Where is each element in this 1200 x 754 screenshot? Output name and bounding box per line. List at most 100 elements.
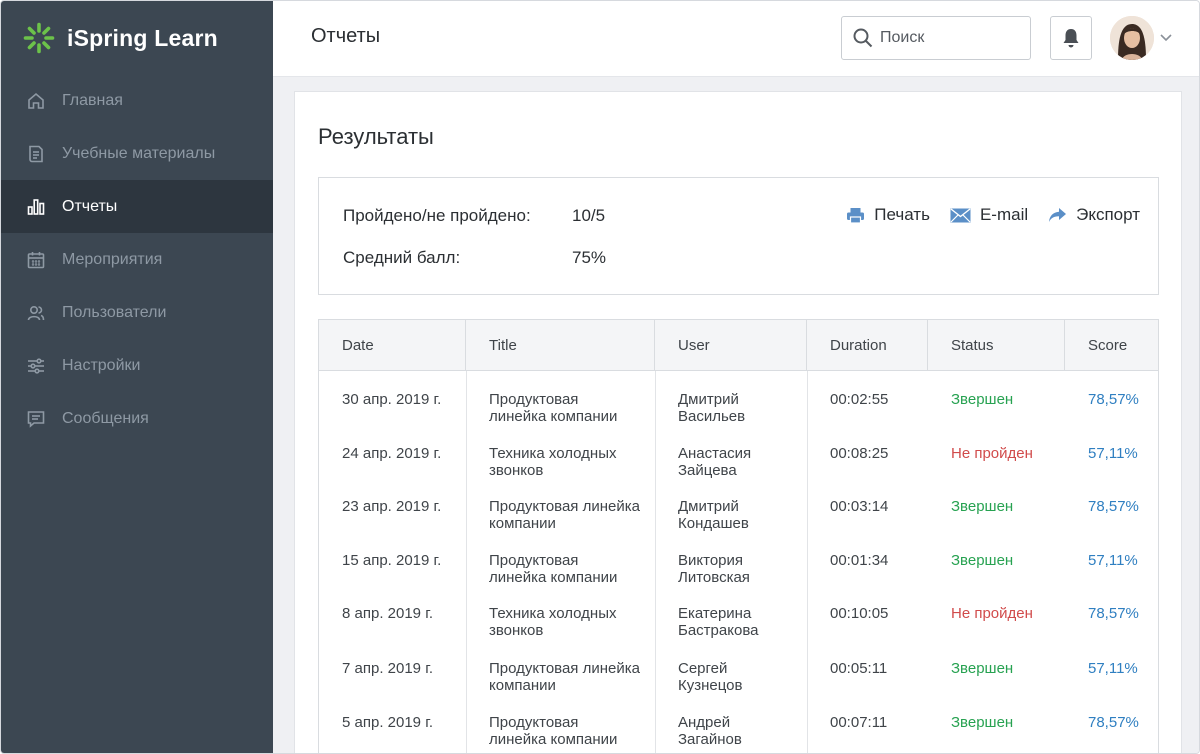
cell-user: Андрей Загайнов xyxy=(655,714,742,748)
column-header-date[interactable]: Date xyxy=(319,320,466,371)
cell-user: Дмитрий Васильев xyxy=(655,391,745,425)
cell-date: 15 апр. 2019 г. xyxy=(342,552,442,569)
sliders-icon xyxy=(25,355,47,377)
sidebar-item-messages[interactable]: Сообщения xyxy=(1,392,273,445)
cell-score: 78,57% xyxy=(1088,605,1139,622)
cell-title-line: компании xyxy=(489,677,556,694)
cell-user-line: Виктория xyxy=(678,552,744,569)
cell-title-line: звонков xyxy=(489,462,544,479)
sidebar-item-label: Главная xyxy=(62,91,123,109)
cell-duration: 00:02:55 xyxy=(830,391,889,408)
table-row[interactable]: 30 апр. 2019 г. Продуктовая линейка компа… xyxy=(319,371,1158,425)
cell-duration: 00:05:11 xyxy=(830,660,888,677)
cell-duration: 00:07:11 xyxy=(830,714,888,731)
print-button[interactable]: Печать xyxy=(846,205,930,225)
ispring-logo-icon xyxy=(23,22,55,54)
cell-status: Не пройден xyxy=(951,445,1033,462)
results-card: Результаты Пройдено/не пройдено: 10/5 Ср… xyxy=(294,91,1182,753)
cell-score: 78,57% xyxy=(1088,391,1139,408)
cell-title-line: Продуктовая xyxy=(489,714,579,731)
cell-status: Звершен xyxy=(951,391,1014,408)
bar-chart-icon xyxy=(25,196,47,218)
table-row[interactable]: 24 апр. 2019 г. Техника холодных звонков … xyxy=(319,425,1158,479)
printer-icon xyxy=(847,207,865,224)
share-arrow-icon xyxy=(1049,208,1067,222)
column-divider xyxy=(466,371,467,753)
cell-user-line: Екатерина xyxy=(678,605,752,622)
cell-user-line: Кузнецов xyxy=(678,677,743,694)
cell-score: 78,57% xyxy=(1088,498,1139,515)
notifications-button[interactable] xyxy=(1050,16,1092,60)
document-icon xyxy=(25,143,47,165)
table-row[interactable]: 23 апр. 2019 г. Продуктовая линейка компа… xyxy=(319,478,1158,532)
search-box[interactable] xyxy=(841,16,1031,60)
table-row[interactable]: 5 апр. 2019 г. Продуктовая линейка компан… xyxy=(319,694,1158,748)
table-row[interactable]: 7 апр. 2019 г. Продуктовая линейка компан… xyxy=(319,640,1158,694)
sidebar-item-events[interactable]: Мероприятия xyxy=(1,233,273,286)
sidebar-item-label: Учебные материалы xyxy=(62,144,216,162)
table-header: Date Title User Duration Status Score xyxy=(319,320,1158,371)
report-actions: Печать E-mail xyxy=(846,205,1140,225)
sidebar-item-materials[interactable]: Учебные материалы xyxy=(1,127,273,180)
cell-title: Техника холодных звонков xyxy=(466,605,617,639)
sidebar-nav: Главная Учебные материалы xyxy=(1,74,273,445)
top-header: Отчеты xyxy=(273,1,1199,77)
column-header-status[interactable]: Status xyxy=(928,320,1065,371)
table-row[interactable]: 15 апр. 2019 г. Продуктовая линейка компа… xyxy=(319,532,1158,586)
sidebar-item-home[interactable]: Главная xyxy=(1,74,273,127)
cell-user-line: Анастасия xyxy=(678,445,752,462)
column-header-user[interactable]: User xyxy=(655,320,807,371)
column-divider xyxy=(655,371,656,753)
sidebar-item-label: Сообщения xyxy=(62,409,149,427)
table-row[interactable]: 8 апр. 2019 г. Техника холодных звонков Е… xyxy=(319,585,1158,639)
sidebar-item-label: Мероприятия xyxy=(62,250,163,268)
avatar[interactable] xyxy=(1110,16,1154,60)
cell-title-line: Продуктовая xyxy=(489,391,579,408)
cell-user: Екатерина Бастракова xyxy=(655,605,758,639)
cell-date: 5 апр. 2019 г. xyxy=(342,714,433,731)
cell-score: 57,11% xyxy=(1088,660,1138,677)
cell-title: Продуктовая линейка компании xyxy=(466,498,640,532)
cell-user-line: Зайцева xyxy=(678,462,737,479)
passed-value: 10/5 xyxy=(572,206,606,225)
bell-icon xyxy=(1063,29,1079,48)
sidebar-item-settings[interactable]: Настройки xyxy=(1,339,273,392)
cell-title: Продуктовая линейка компании xyxy=(466,660,640,694)
column-header-title[interactable]: Title xyxy=(466,320,655,371)
cell-user-line: Загайнов xyxy=(678,731,742,748)
cell-status: Звершен xyxy=(951,660,1014,677)
sidebar: iSpring Learn Главная xyxy=(1,1,273,753)
cell-status: Звершен xyxy=(951,714,1014,731)
app-name: iSpring Learn xyxy=(67,24,218,51)
message-icon xyxy=(25,408,47,430)
results-table: Date Title User Duration Status Score 30… xyxy=(318,319,1159,753)
column-header-duration[interactable]: Duration xyxy=(807,320,928,371)
cell-user: Анастасия Зайцева xyxy=(655,445,751,479)
cell-title-line: Техника холодных xyxy=(489,445,617,462)
cell-user: Виктория Литовская xyxy=(655,552,750,586)
sidebar-item-label: Отчеты xyxy=(62,197,118,215)
sidebar-item-users[interactable]: Пользователи xyxy=(1,286,273,339)
column-divider xyxy=(807,371,808,753)
cell-title-line: линейка компании xyxy=(489,569,618,586)
email-button[interactable]: E-mail xyxy=(950,205,1028,225)
cell-status: Не пройден xyxy=(951,605,1033,622)
sidebar-item-reports[interactable]: Отчеты xyxy=(1,180,273,233)
cell-date: 23 апр. 2019 г. xyxy=(342,498,442,515)
export-button[interactable]: Экспорт xyxy=(1048,205,1140,225)
users-icon xyxy=(25,302,47,324)
user-photo-icon xyxy=(1110,16,1154,60)
column-header-score[interactable]: Score xyxy=(1088,337,1128,354)
cell-duration: 00:10:05 xyxy=(830,605,889,622)
calendar-icon xyxy=(25,249,47,271)
cell-user-line: Дмитрий xyxy=(678,498,739,515)
cell-user: Дмитрий Кондашев xyxy=(655,498,749,532)
cell-date: 24 апр. 2019 г. xyxy=(342,445,442,462)
cell-user-line: Литовская xyxy=(678,569,750,586)
cell-user-line: Андрей xyxy=(678,714,731,731)
app-logo[interactable]: iSpring Learn xyxy=(23,21,218,55)
search-input[interactable] xyxy=(880,29,1020,47)
home-icon xyxy=(25,90,47,112)
chevron-down-icon[interactable] xyxy=(1159,33,1173,42)
